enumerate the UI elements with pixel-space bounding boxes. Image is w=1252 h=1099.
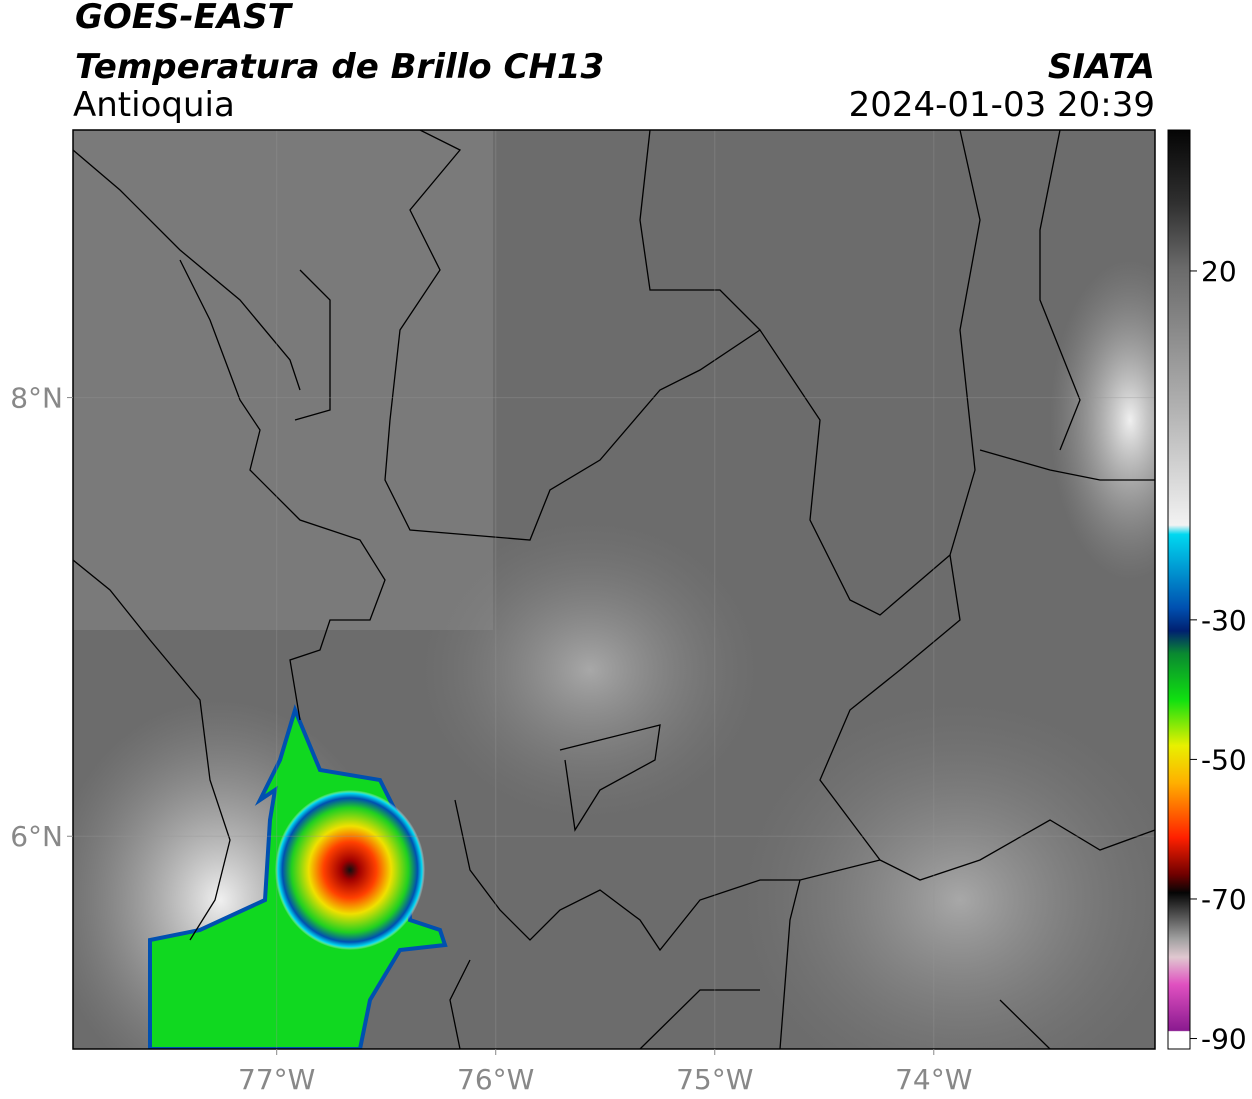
subtitle: Temperatura de Brillo CH13 bbox=[75, 47, 604, 87]
x-tick-label: 76°W bbox=[457, 1063, 534, 1096]
map-frame bbox=[72, 129, 1156, 1050]
colorbar-tick-label: -30 bbox=[1201, 604, 1247, 637]
x-tick-label: 74°W bbox=[895, 1063, 972, 1096]
x-tick-label: 75°W bbox=[676, 1063, 753, 1096]
east-warm bbox=[740, 700, 1155, 1049]
timestamp: 2024-01-03 20:39 bbox=[849, 85, 1155, 125]
east-light bbox=[1050, 260, 1155, 580]
colorbar-tick-label: -50 bbox=[1201, 743, 1247, 776]
title: GOES-EAST bbox=[75, 0, 294, 37]
colorbar-tick-label: -70 bbox=[1201, 883, 1247, 916]
valley-warm bbox=[420, 520, 760, 820]
x-tick-label: 77°W bbox=[238, 1063, 315, 1096]
colorbar-tick-label: -90 bbox=[1201, 1023, 1247, 1056]
map-area bbox=[73, 130, 1155, 1049]
y-tick-label: 6°N bbox=[10, 820, 63, 853]
land-west bbox=[73, 130, 493, 630]
y-tick-label: 8°N bbox=[10, 382, 63, 415]
grid bbox=[73, 130, 1155, 1049]
colorbar-tick-label: 20 bbox=[1201, 255, 1237, 288]
source: SIATA bbox=[1048, 47, 1155, 87]
region: Antioquia bbox=[73, 85, 235, 125]
tick-layer: 77°W 76°W 75°W 74°W 8°N 6°N 20 -30 -50 -70 -90 bbox=[10, 255, 1247, 1096]
storm-core bbox=[275, 790, 425, 950]
colorbar bbox=[1167, 129, 1191, 1050]
